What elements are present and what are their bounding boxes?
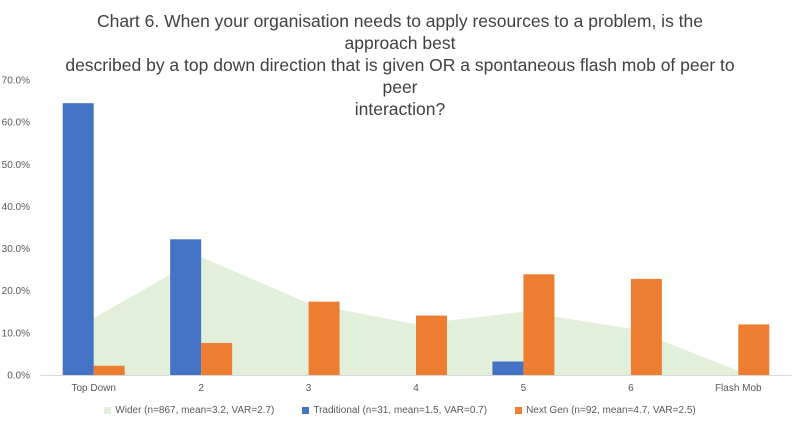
- y-tick-label: 10.0%: [2, 328, 30, 339]
- y-tick-label: 40.0%: [2, 202, 30, 213]
- legend-swatch: [104, 406, 112, 414]
- bar-next-gen: [93, 365, 125, 375]
- x-tick-label: 3: [306, 383, 312, 394]
- x-tick-label: 2: [198, 383, 204, 394]
- legend-label: Traditional (n=31, mean=1.5, VAR=0.7): [313, 404, 488, 416]
- chart-title: Chart 6. When your organisation needs to…: [60, 10, 740, 120]
- chart-title-line: interaction?: [354, 99, 446, 119]
- legend-swatch: [302, 406, 310, 414]
- bar-next-gen: [523, 274, 555, 375]
- area-series-wider: [93, 257, 739, 375]
- x-tick-label: 4: [413, 383, 419, 394]
- legend-swatch: [515, 406, 523, 414]
- legend-item-wider: Wider (n=867, mean=3.2, VAR=2.7): [104, 402, 274, 418]
- bar-traditional: [170, 239, 202, 375]
- x-tick-label: 6: [628, 383, 634, 394]
- bar-next-gen: [738, 324, 770, 375]
- x-tick-label: Flash Mob: [715, 383, 762, 394]
- legend-item-traditional: Traditional (n=31, mean=1.5, VAR=0.7): [302, 402, 487, 418]
- y-tick-label: 70.0%: [2, 76, 30, 87]
- y-tick-label: 0.0%: [7, 371, 30, 382]
- y-tick-label: 20.0%: [2, 286, 30, 297]
- chart-legend: Wider (n=867, mean=3.2, VAR=2.7) Traditi…: [0, 402, 800, 418]
- x-tick-label: Top Down: [71, 383, 115, 394]
- y-tick-label: 50.0%: [2, 160, 30, 171]
- bar-next-gen: [308, 301, 340, 375]
- bar-next-gen: [201, 342, 233, 375]
- x-tick-label: 5: [521, 383, 527, 394]
- chart-title-line: described by a top down direction that i…: [65, 55, 735, 97]
- legend-label: Wider (n=867, mean=3.2, VAR=2.7): [115, 404, 275, 416]
- bar-next-gen: [630, 278, 662, 375]
- y-tick-label: 60.0%: [2, 118, 30, 129]
- chart-title-line: Chart 6. When your organisation needs to…: [96, 11, 704, 53]
- bar-traditional: [62, 103, 94, 375]
- legend-item-next-gen: Next Gen (n=92, mean=4.7, VAR=2.5): [515, 402, 696, 418]
- bar-traditional: [492, 361, 524, 375]
- bar-next-gen: [416, 315, 447, 375]
- y-tick-label: 30.0%: [2, 244, 30, 255]
- legend-label: Next Gen (n=92, mean=4.7, VAR=2.5): [526, 404, 696, 416]
